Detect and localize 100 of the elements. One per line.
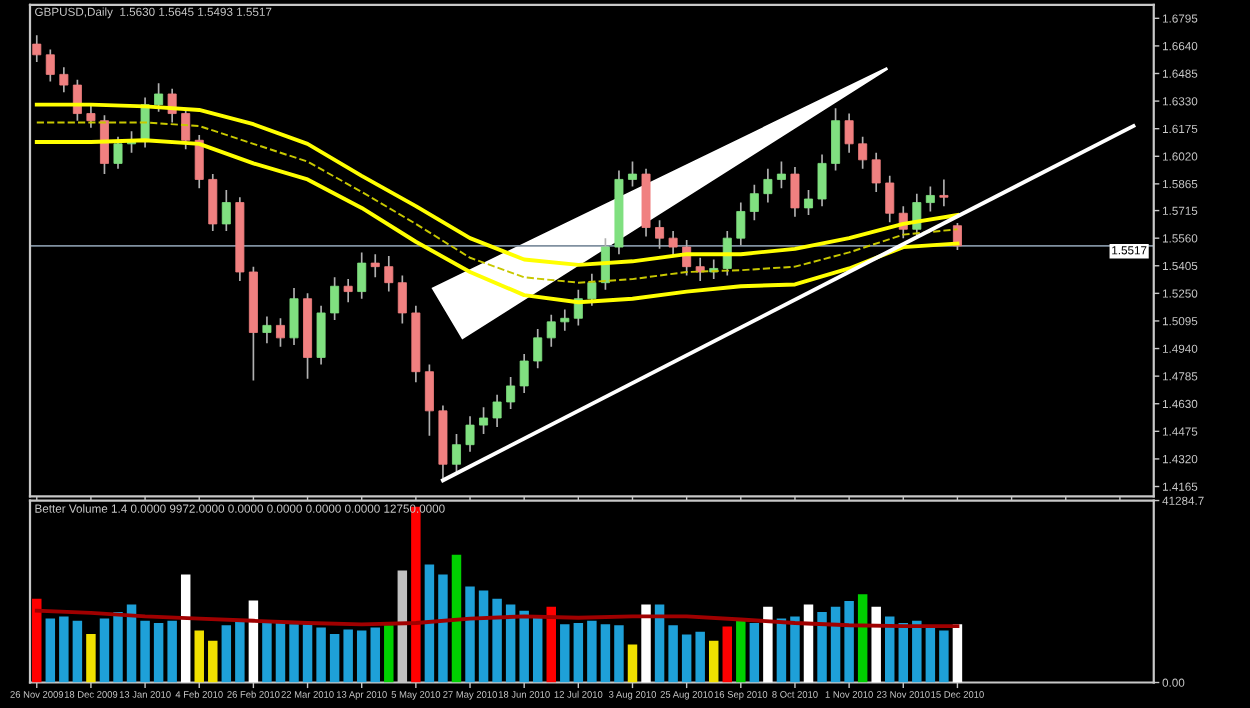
candlestick [99,114,109,175]
candlestick [357,251,367,300]
bar [45,618,56,683]
line-series [34,608,960,629]
candlestick [858,135,868,170]
bar [289,624,299,683]
candlestick [316,304,326,366]
bar [140,620,150,683]
bar [939,630,949,683]
candlestick [519,353,529,394]
candlestick [925,185,935,213]
bar [614,625,624,683]
bar [438,574,448,683]
candlestick [885,175,895,223]
candlestick [194,134,204,190]
candlestick [533,328,543,369]
candlestick [343,278,353,304]
bar [763,606,773,683]
bar [708,640,719,683]
bar [302,624,313,683]
bar [465,586,475,683]
candlestick [749,183,759,222]
candlestick [330,276,340,321]
candlestick [695,256,705,282]
bar [749,623,760,683]
candlestick [939,178,949,207]
bar [722,626,733,683]
candlestick [397,274,407,325]
bar [113,611,123,683]
candlestick [32,34,42,63]
candlestick [59,66,69,94]
candlestick [275,317,285,348]
bar [221,625,232,683]
bar [167,620,177,683]
candlestick [790,166,800,218]
bar [492,598,502,683]
candlestick [506,376,516,410]
candlestick [871,151,881,193]
bar [180,574,191,683]
bar [560,624,570,683]
bar [316,627,326,683]
candlestick [655,219,665,250]
candlestick [370,253,380,279]
candlestick [289,287,299,346]
candlestick [736,201,746,247]
candlestick [221,189,231,232]
bar [356,630,367,683]
candlestick [45,48,55,83]
bar [532,616,543,683]
candlestick [465,415,475,453]
bar [952,624,963,683]
bar [668,625,678,683]
bar [844,600,854,683]
candlestick [844,112,854,154]
bar [695,631,705,683]
bar [59,616,69,683]
bar [86,634,96,683]
bar [857,594,868,683]
bar [478,590,489,683]
bar [99,618,110,683]
bar [384,625,394,683]
bar [925,625,936,683]
line-series [34,102,960,267]
bar [451,554,462,683]
bar [600,624,611,683]
candlestick [628,160,637,188]
candlestick [831,107,841,172]
candlestick [776,160,786,190]
bar [329,634,340,683]
bar [32,598,42,683]
candlestick [492,393,502,428]
bar [275,623,286,683]
candlestick [479,406,489,435]
bar [235,620,245,683]
candlestick [587,272,597,307]
bar [153,623,164,683]
bar [72,620,83,683]
bar [912,620,922,683]
candlestick [154,82,164,113]
candlestick [668,230,678,257]
candlestick [113,135,123,170]
candlestick [817,153,827,207]
candlestick [804,189,813,216]
bar [208,640,218,683]
bar [736,620,746,683]
bar [370,627,380,683]
bar [262,620,272,683]
bar [641,604,651,683]
candlestick [208,173,218,232]
bar [519,610,529,683]
candlestick [560,308,570,332]
bar [194,630,204,683]
candlestick [384,255,394,293]
candlestick [424,363,434,437]
bar [790,616,800,683]
bar [817,611,827,683]
candlestick [452,433,461,474]
bar [871,606,881,683]
bar [587,620,597,683]
candlestick [546,313,556,348]
